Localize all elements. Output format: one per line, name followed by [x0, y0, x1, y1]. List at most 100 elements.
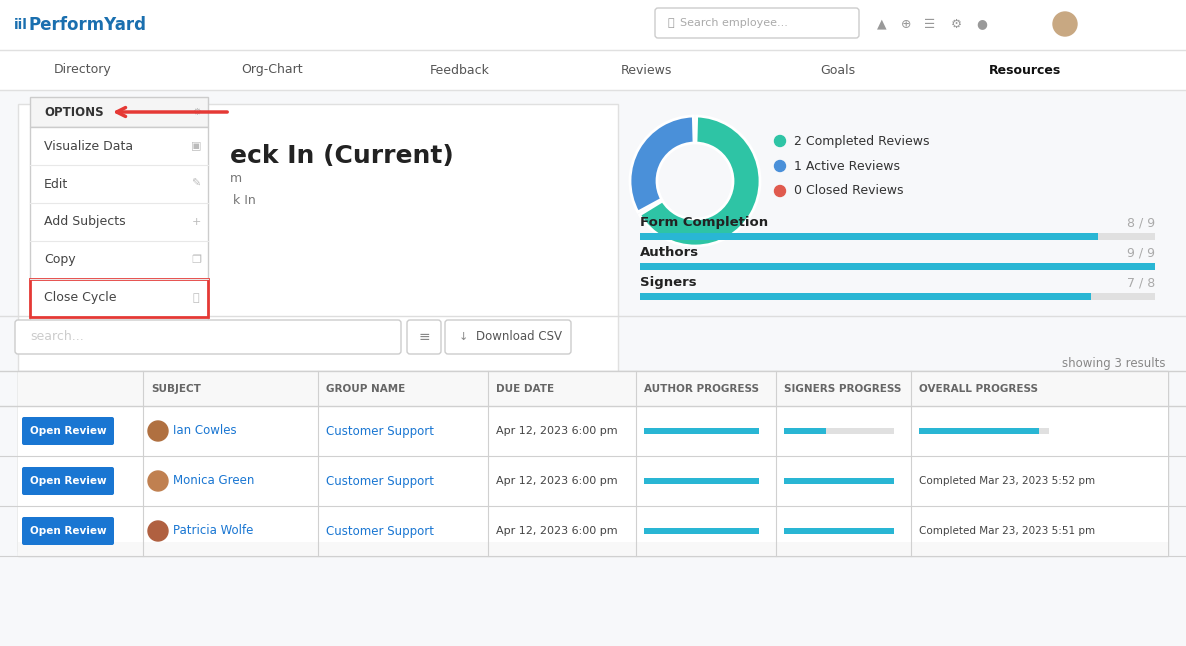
- Text: ☰: ☰: [924, 17, 936, 30]
- Text: Close Cycle: Close Cycle: [44, 291, 116, 304]
- Text: Patricia Wolfe: Patricia Wolfe: [173, 525, 254, 537]
- Text: showing 3 results: showing 3 results: [1061, 357, 1165, 370]
- Text: Directory: Directory: [55, 63, 111, 76]
- Circle shape: [148, 471, 168, 491]
- FancyBboxPatch shape: [640, 263, 1155, 270]
- FancyBboxPatch shape: [919, 428, 1039, 434]
- Wedge shape: [630, 116, 694, 212]
- FancyBboxPatch shape: [644, 428, 759, 434]
- FancyBboxPatch shape: [23, 417, 114, 445]
- FancyBboxPatch shape: [784, 478, 894, 484]
- FancyBboxPatch shape: [784, 528, 894, 534]
- FancyBboxPatch shape: [640, 293, 1091, 300]
- Text: Completed Mar 23, 2023 5:52 pm: Completed Mar 23, 2023 5:52 pm: [919, 476, 1095, 486]
- FancyBboxPatch shape: [30, 127, 208, 322]
- Text: Apr 12, 2023 6:00 pm: Apr 12, 2023 6:00 pm: [496, 426, 618, 436]
- Text: Edit: Edit: [44, 178, 69, 191]
- FancyBboxPatch shape: [0, 0, 1186, 50]
- Text: Visualize Data: Visualize Data: [44, 140, 133, 152]
- Text: Feedback: Feedback: [431, 63, 490, 76]
- Text: 1 Active Reviews: 1 Active Reviews: [793, 160, 900, 172]
- FancyBboxPatch shape: [18, 506, 1168, 556]
- Text: Search employee...: Search employee...: [680, 18, 788, 28]
- Text: Download CSV: Download CSV: [476, 331, 562, 344]
- FancyBboxPatch shape: [655, 8, 859, 38]
- Text: Apr 12, 2023 6:00 pm: Apr 12, 2023 6:00 pm: [496, 526, 618, 536]
- Text: Completed Mar 23, 2023 5:51 pm: Completed Mar 23, 2023 5:51 pm: [919, 526, 1095, 536]
- Text: OVERALL PROGRESS: OVERALL PROGRESS: [919, 384, 1038, 394]
- FancyBboxPatch shape: [644, 528, 759, 534]
- Text: 7 / 8: 7 / 8: [1127, 276, 1155, 289]
- Text: GROUP NAME: GROUP NAME: [326, 384, 406, 394]
- Text: +: +: [191, 217, 200, 227]
- Text: 2 Completed Reviews: 2 Completed Reviews: [793, 134, 930, 147]
- FancyBboxPatch shape: [644, 478, 759, 484]
- FancyBboxPatch shape: [18, 371, 1168, 556]
- Text: AUTHOR PROGRESS: AUTHOR PROGRESS: [644, 384, 759, 394]
- FancyBboxPatch shape: [784, 528, 894, 534]
- FancyBboxPatch shape: [0, 50, 1186, 90]
- Text: Add Subjects: Add Subjects: [44, 216, 126, 229]
- Circle shape: [774, 185, 785, 196]
- Text: search...: search...: [30, 331, 84, 344]
- Text: 0 Closed Reviews: 0 Closed Reviews: [793, 185, 904, 198]
- Text: ⚙: ⚙: [192, 107, 200, 117]
- Text: Open Review: Open Review: [30, 426, 107, 436]
- FancyBboxPatch shape: [23, 467, 114, 495]
- Text: 🔍: 🔍: [667, 18, 674, 28]
- Text: 8 / 9: 8 / 9: [1127, 216, 1155, 229]
- Text: Apr 12, 2023 6:00 pm: Apr 12, 2023 6:00 pm: [496, 476, 618, 486]
- Circle shape: [148, 521, 168, 541]
- Text: Goals: Goals: [821, 63, 855, 76]
- Text: ▣: ▣: [191, 141, 202, 151]
- Text: eck In (Current): eck In (Current): [230, 144, 454, 168]
- FancyBboxPatch shape: [644, 528, 759, 534]
- Text: ⏻: ⏻: [192, 293, 199, 303]
- Text: SUBJECT: SUBJECT: [151, 384, 200, 394]
- Circle shape: [774, 136, 785, 147]
- FancyBboxPatch shape: [919, 428, 1048, 434]
- Text: Signers: Signers: [640, 276, 696, 289]
- FancyBboxPatch shape: [784, 428, 894, 434]
- Text: Org-Chart: Org-Chart: [241, 63, 302, 76]
- Text: OPTIONS: OPTIONS: [44, 105, 103, 118]
- Text: ↓: ↓: [458, 332, 467, 342]
- FancyBboxPatch shape: [640, 293, 1155, 300]
- Text: Open Review: Open Review: [30, 476, 107, 486]
- Text: ⊕: ⊕: [900, 17, 911, 30]
- Text: ▲: ▲: [878, 17, 887, 30]
- Text: Monica Green: Monica Green: [173, 475, 254, 488]
- Text: Copy: Copy: [44, 253, 76, 267]
- FancyBboxPatch shape: [445, 320, 570, 354]
- FancyBboxPatch shape: [640, 233, 1155, 240]
- FancyBboxPatch shape: [784, 428, 825, 434]
- Text: PerformYard: PerformYard: [28, 16, 146, 34]
- Text: SIGNERS PROGRESS: SIGNERS PROGRESS: [784, 384, 901, 394]
- Text: Authors: Authors: [640, 246, 699, 259]
- Text: Customer Support: Customer Support: [326, 475, 434, 488]
- FancyBboxPatch shape: [15, 320, 401, 354]
- Text: Ian Cowles: Ian Cowles: [173, 424, 237, 437]
- Text: Resources: Resources: [989, 63, 1061, 76]
- FancyBboxPatch shape: [18, 371, 1168, 406]
- FancyBboxPatch shape: [644, 478, 759, 484]
- FancyBboxPatch shape: [18, 104, 618, 551]
- FancyBboxPatch shape: [407, 320, 441, 354]
- Circle shape: [148, 421, 168, 441]
- Text: ❐: ❐: [191, 255, 200, 265]
- Text: k In: k In: [232, 194, 256, 207]
- Text: ●: ●: [976, 17, 988, 30]
- Wedge shape: [639, 116, 760, 246]
- FancyBboxPatch shape: [23, 517, 114, 545]
- Text: iil: iil: [14, 18, 28, 32]
- FancyBboxPatch shape: [18, 456, 1168, 506]
- Text: Form Completion: Form Completion: [640, 216, 769, 229]
- Text: m: m: [230, 172, 242, 185]
- Circle shape: [774, 160, 785, 171]
- FancyBboxPatch shape: [18, 406, 1168, 456]
- Text: Customer Support: Customer Support: [326, 525, 434, 537]
- FancyBboxPatch shape: [640, 263, 1155, 270]
- Text: 9 / 9: 9 / 9: [1127, 246, 1155, 259]
- Text: DUE DATE: DUE DATE: [496, 384, 554, 394]
- FancyBboxPatch shape: [0, 90, 1186, 646]
